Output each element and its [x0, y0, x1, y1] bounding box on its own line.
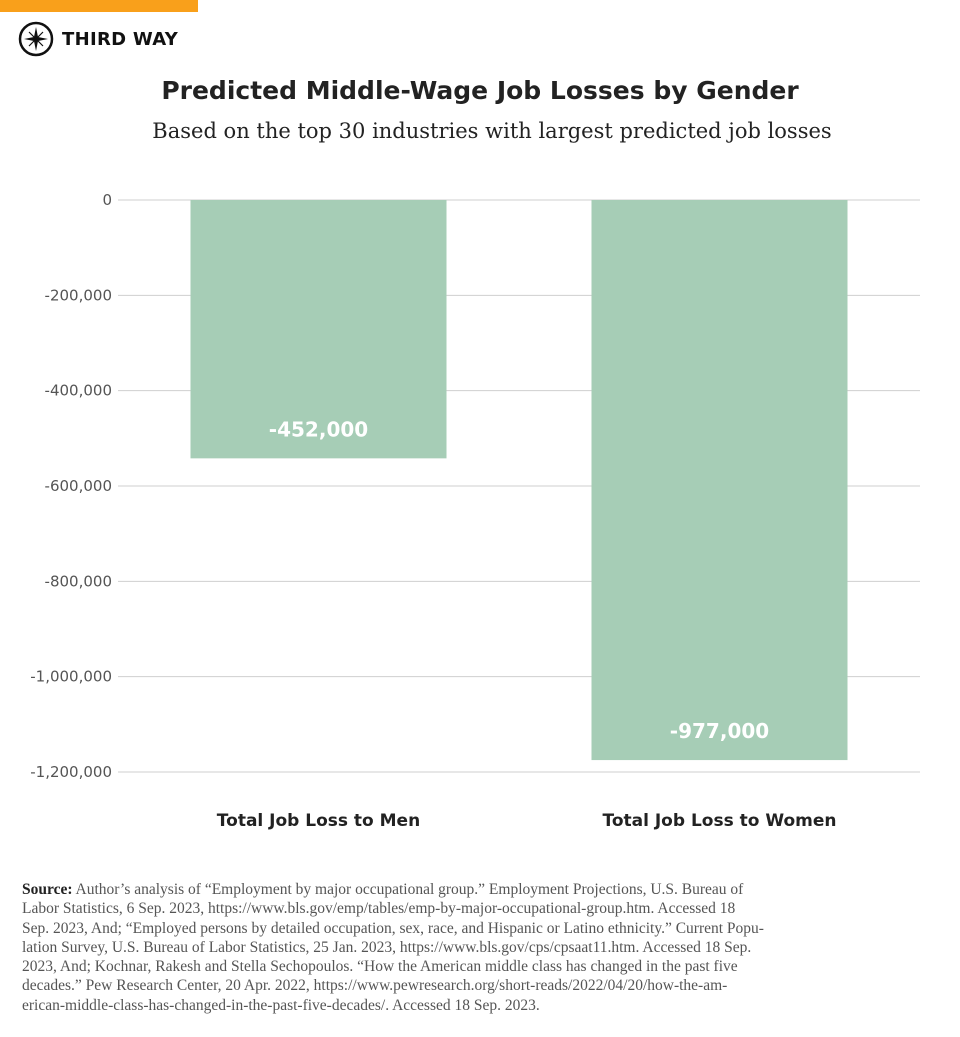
source-line: Labor Statistics, 6 Sep. 2023, https://w…: [22, 900, 736, 918]
y-tick-label: -400,000: [45, 382, 112, 400]
x-tick-label: Total Job Loss to Women: [602, 811, 836, 831]
y-tick-label: -1,200,000: [30, 763, 112, 781]
x-tick-label: Total Job Loss to Men: [217, 811, 420, 831]
y-tick-label: -1,000,000: [30, 668, 112, 686]
source-line: Author’s analysis of “Employment by majo…: [72, 881, 744, 898]
source-line: lation Survey, U.S. Bureau of Labor Stat…: [22, 938, 752, 956]
chart-subtitle: Based on the top 30 industries with larg…: [152, 119, 832, 143]
y-tick-label: 0: [102, 191, 112, 209]
compass-icon: [18, 21, 54, 57]
data-label: -452,000: [269, 417, 368, 441]
bar-chart: 0 -200,000 -400,000 -600,000 -800,000 -1,000,…: [30, 191, 920, 831]
third-way-logo: THIRD WAY: [18, 21, 178, 57]
source-line: Sep. 2023, And; “Employed persons by det…: [22, 919, 764, 937]
source-note: Source: Author’s analysis of “Employment…: [22, 880, 764, 1015]
y-tick-label: -600,000: [45, 477, 112, 495]
bar: [591, 200, 848, 761]
chart-title: Predicted Middle-Wage Job Losses by Gend…: [161, 76, 799, 105]
bar: [190, 200, 447, 459]
accent-bar: [0, 0, 198, 12]
source-label: Source:: [22, 881, 73, 898]
source-line: 2023, And; Kochnar, Rakesh and Stella Se…: [22, 958, 738, 976]
logo-text: THIRD WAY: [62, 28, 179, 50]
source-line: erican-middle-class-has-changed-in-the-p…: [22, 996, 540, 1014]
source-line: decades.” Pew Research Center, 20 Apr. 2…: [22, 977, 728, 995]
y-tick-label: -200,000: [45, 286, 112, 304]
y-tick-label: -800,000: [45, 572, 112, 590]
data-label: -977,000: [670, 719, 769, 743]
